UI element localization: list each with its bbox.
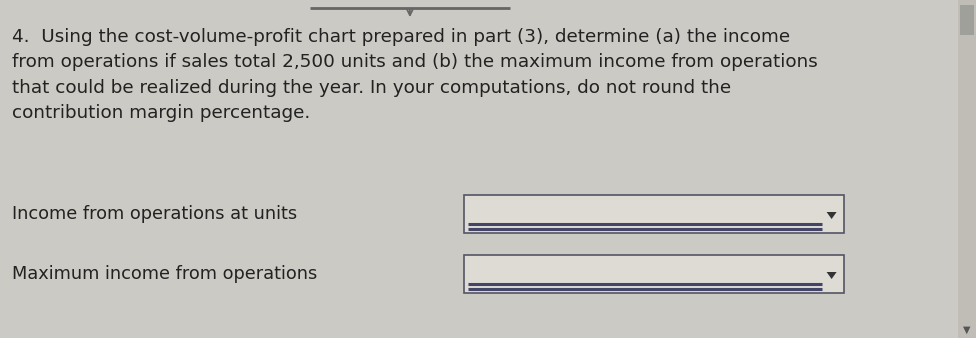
- Bar: [464, 195, 843, 233]
- Text: Income from operations at units: Income from operations at units: [12, 205, 297, 223]
- Bar: [958, 0, 976, 338]
- Text: ▼: ▼: [963, 325, 971, 335]
- Polygon shape: [827, 212, 836, 219]
- Text: 4.  Using the cost-volume-profit chart prepared in part (3), determine (a) the i: 4. Using the cost-volume-profit chart pr…: [12, 28, 818, 122]
- Text: Maximum income from operations: Maximum income from operations: [12, 265, 317, 283]
- Bar: [960, 5, 974, 35]
- Bar: [464, 255, 843, 293]
- Polygon shape: [827, 272, 836, 279]
